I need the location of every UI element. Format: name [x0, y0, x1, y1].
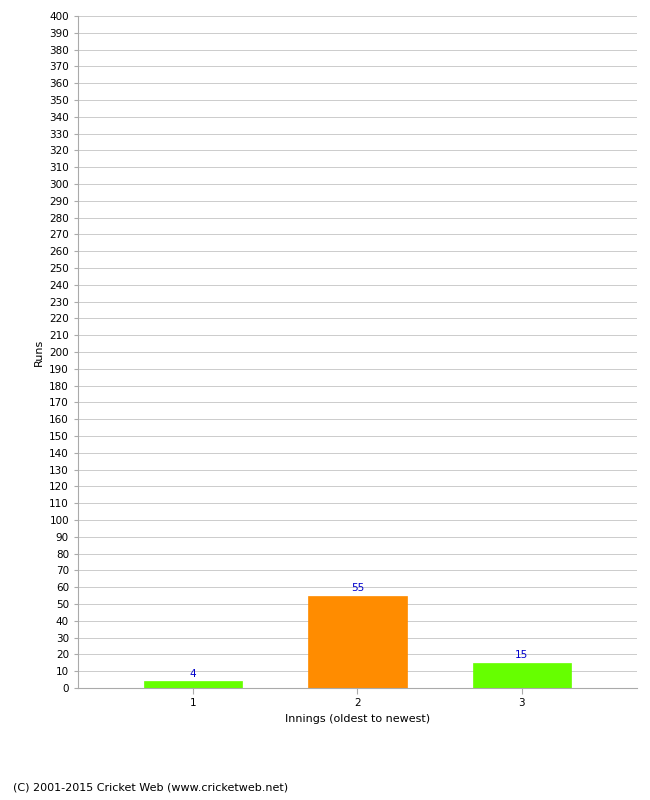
- Bar: [144, 682, 242, 688]
- Bar: [473, 662, 571, 688]
- Text: 4: 4: [190, 669, 196, 678]
- Text: 55: 55: [351, 583, 364, 593]
- X-axis label: Innings (oldest to newest): Innings (oldest to newest): [285, 714, 430, 724]
- Y-axis label: Runs: Runs: [34, 338, 44, 366]
- Text: 15: 15: [515, 650, 528, 660]
- Bar: [308, 595, 407, 688]
- Text: (C) 2001-2015 Cricket Web (www.cricketweb.net): (C) 2001-2015 Cricket Web (www.cricketwe…: [13, 782, 288, 792]
